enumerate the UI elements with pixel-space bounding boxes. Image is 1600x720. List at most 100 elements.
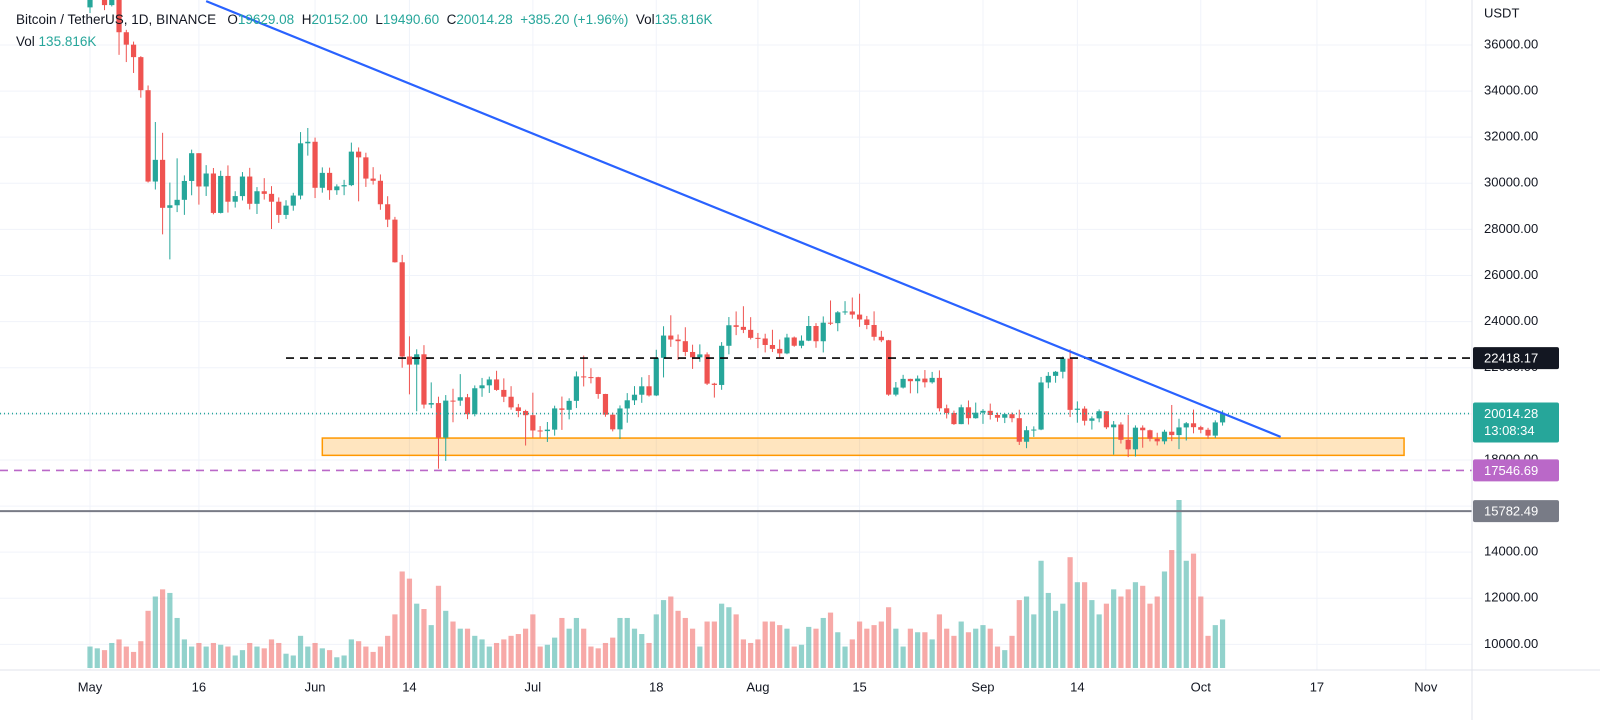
volume-bar [987,628,993,668]
candle-body [435,403,442,438]
candle-body [936,377,943,409]
symbol-title: Bitcoin / TetherUS, 1D, BINANCE [16,12,217,27]
candle-body [189,153,195,181]
ohlc-label: H [301,12,312,27]
ohlc-value: 19490.60 [382,12,440,27]
candle-body [820,322,826,342]
ohlc-value: 19629.08 [237,12,295,27]
candle-body [1082,408,1088,421]
candle-body [878,336,884,341]
volume-bar [138,641,144,668]
volume-bar [1147,603,1153,668]
vol-label: Vol [16,34,35,49]
volume-bar [501,639,507,668]
volume-bar [1009,635,1015,668]
volume-bar [900,646,906,668]
candle-body [87,0,93,8]
y-tick-label: 14000.00 [1484,544,1538,559]
candle-body [1089,418,1095,421]
candle-body [167,205,173,208]
candle-body [552,408,558,430]
candle-body [290,195,296,206]
volume-bar [624,617,630,668]
candle-body [210,173,217,213]
candle-body [247,176,253,204]
volume-bar [973,628,979,668]
level-box [1473,500,1559,523]
y-tick-label: 28000.00 [1484,221,1538,236]
volume-bar [639,634,645,668]
volume-bar [675,610,681,668]
volume-bar [733,614,739,668]
candle-body [203,173,209,187]
volume-bar [617,617,623,668]
price-axis: 10000.0012000.0014000.0016000.0018000.00… [1473,36,1559,651]
volume-bar [573,617,580,668]
volume-bar [936,614,943,668]
candle-body [711,383,717,385]
candle-body [174,199,180,206]
volume-bar [631,628,638,668]
volume-bar [965,632,972,668]
volume-bar [1023,596,1030,668]
candle-body [239,176,246,197]
candle-body [631,394,638,401]
candle-body [385,204,391,220]
candle-body [109,0,115,6]
candle-body [312,141,318,188]
volume-bar [1205,635,1211,668]
volume-bar [552,637,558,668]
candle-body [1118,424,1124,440]
volume-bar [457,628,463,668]
volume-bar [406,578,413,668]
candle-body [225,175,231,202]
volume-bar [421,609,427,668]
level-box [1473,402,1559,443]
volume-bar [610,637,616,668]
candle-body [588,377,594,379]
candle-body [414,354,420,365]
level-label: 20014.28 [1484,406,1538,421]
candle-body [581,376,587,378]
candle-body [769,344,776,349]
candle-body [900,378,906,388]
x-tick-label: Aug [746,679,769,694]
candle-body [218,175,224,213]
volume-bar [472,635,478,668]
candle-body [922,378,928,383]
support-zone [321,437,1405,457]
candle-body [639,386,645,395]
candle-body [515,407,521,412]
x-tick-label: Nov [1414,679,1438,694]
candle-body [1147,430,1153,439]
candle-body [319,172,325,188]
candle-body [1038,382,1044,430]
volume-bar [290,655,296,668]
candle-body [973,412,979,419]
candle-body [1125,439,1131,450]
volume-bar [660,600,667,668]
x-tick-label: Jul [525,679,542,694]
volume-bar [181,639,187,668]
volume-bar [980,625,986,668]
candle-body [835,312,841,324]
volume-bar [1161,571,1168,668]
candle-body [537,430,543,432]
volume-bar [544,644,550,668]
candle-body [682,341,688,352]
y-tick-label: 34000.00 [1484,83,1538,98]
trendline [205,0,1282,438]
volume-bar [1074,582,1080,668]
volume-bar [370,651,376,668]
volume-bar [486,646,492,668]
volume-bar [283,653,289,668]
y-tick-label: 30000.00 [1484,175,1538,190]
volume-bar [1103,603,1109,668]
volume-bar [203,646,209,668]
candle-body [1074,408,1080,410]
volume-bar [428,625,434,668]
volume-bar [377,646,383,668]
x-tick-label: 17 [1310,679,1324,694]
candle-body [1111,424,1117,428]
